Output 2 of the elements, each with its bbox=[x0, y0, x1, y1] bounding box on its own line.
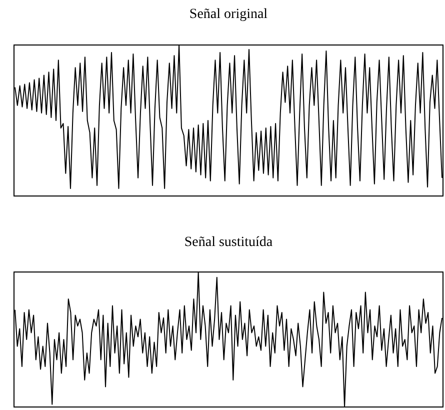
chart-title: Señal sustituída bbox=[184, 235, 274, 250]
chart-title: Señal original bbox=[189, 7, 268, 22]
